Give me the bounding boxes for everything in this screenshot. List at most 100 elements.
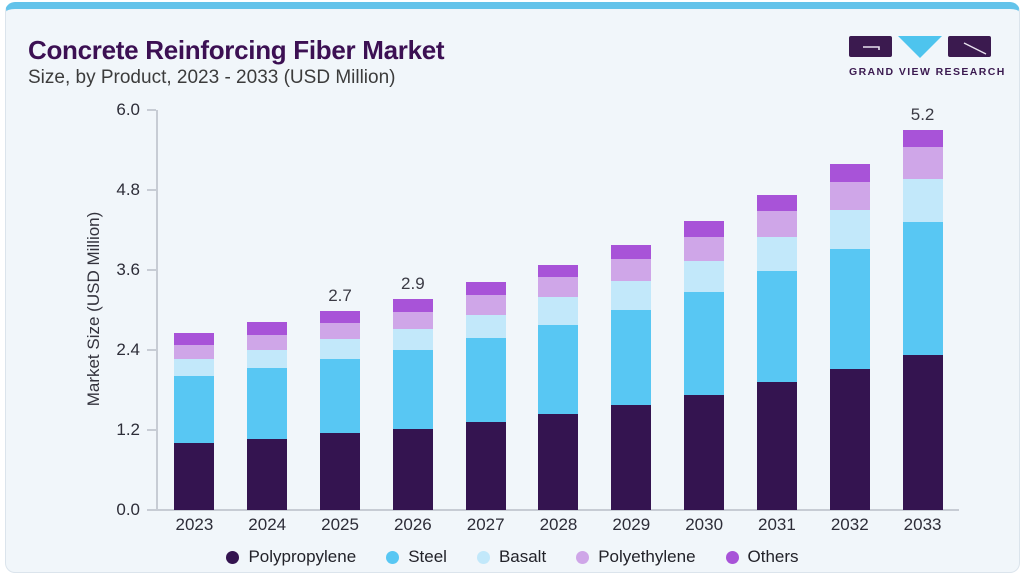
x-tick-label-2031: 2031	[758, 515, 796, 534]
stacked-bar-2031	[756, 195, 797, 510]
page-title: Concrete Reinforcing Fiber Market	[28, 35, 445, 65]
segment-polyethylene-2028	[538, 277, 579, 298]
segment-polypropylene-2028	[538, 414, 579, 510]
x-tick-label-2030: 2030	[685, 515, 724, 534]
segment-steel-2026	[392, 350, 433, 429]
bar-slot-2031	[741, 110, 814, 510]
logo-g-block-icon	[849, 36, 892, 57]
x-tick-label-2028: 2028	[539, 515, 578, 534]
segment-steel-2028	[538, 324, 579, 414]
stacked-bar-2026	[392, 298, 433, 510]
legend-item-polyethylene: Polyethylene	[576, 547, 696, 567]
segment-others-2029	[611, 244, 652, 259]
legend-item-others: Others	[725, 547, 799, 567]
y-tick-mark	[147, 269, 156, 271]
bar-slot-2028	[522, 110, 595, 510]
x-tick-label-2024: 2024	[248, 515, 287, 534]
grand-view-research-logo: GRAND VIEW RESEARCH	[849, 36, 1006, 78]
legend-dot-icon	[226, 550, 240, 564]
segment-basalt-2031	[756, 237, 797, 272]
y-tick-label: 2.4	[116, 340, 140, 359]
segment-steel-2030	[684, 292, 725, 395]
stacked-bar-2033	[902, 130, 943, 510]
bar-total-label-2033: 5.2	[910, 105, 935, 124]
stacked-bar-2030	[684, 221, 725, 510]
x-tick-label-2027: 2027	[466, 515, 505, 534]
logo-glyphs	[849, 36, 991, 59]
segment-steel-2032	[829, 248, 870, 370]
bar-slot-2025: 2.7	[304, 110, 377, 510]
segment-steel-2031	[756, 271, 797, 382]
segment-polypropylene-2025	[320, 433, 361, 510]
bar-slot-2030	[668, 110, 741, 510]
segment-polyethylene-2023	[174, 344, 215, 359]
segment-others-2026	[392, 298, 433, 312]
legend: Polypropylene Steel Basalt Polyethylene Othe…	[6, 547, 1019, 567]
y-tick-label: 0.0	[116, 500, 140, 519]
segment-steel-2033	[902, 222, 943, 355]
y-tick-mark	[147, 189, 156, 191]
segment-others-2028	[538, 264, 579, 278]
stacked-bar-2029	[611, 244, 652, 510]
report-card: Concrete Reinforcing Fiber Market Size, …	[5, 2, 1020, 573]
legend-item-basalt: Basalt	[476, 547, 547, 567]
segment-polypropylene-2031	[756, 382, 797, 510]
x-tick-label-2025: 2025	[321, 515, 359, 534]
segment-basalt-2028	[538, 297, 579, 325]
legend-label: Basalt	[498, 547, 547, 566]
bar-total-label-2026: 2.9	[401, 273, 425, 293]
x-axis-line	[156, 509, 959, 511]
logo-wordmark: GRAND VIEW RESEARCH	[849, 66, 1006, 78]
x-axis-labels: 2023 2024 2025 2026 2027 2028 2029 2030 2031 2032…	[158, 515, 959, 537]
legend-label: Steel	[408, 547, 447, 566]
segment-polyethylene-2032	[829, 182, 870, 210]
segment-steel-2025	[320, 358, 361, 434]
segment-steel-2024	[247, 368, 288, 440]
segment-polypropylene-2029	[611, 404, 652, 510]
bar-slot-2033: 5.2	[886, 105, 959, 510]
x-tick-label-2026: 2026	[393, 515, 432, 534]
logo-r-block-icon	[948, 36, 991, 57]
segment-steel-2029	[611, 310, 652, 405]
legend-item-steel: Steel	[386, 547, 447, 567]
segment-others-2030	[684, 221, 725, 237]
y-tick-mark	[147, 429, 156, 431]
segment-polyethylene-2024	[247, 335, 288, 350]
segment-polyethylene-2027	[465, 295, 506, 316]
segment-others-2032	[829, 164, 870, 182]
segment-basalt-2023	[174, 358, 215, 376]
stacked-bar-2028	[538, 264, 579, 510]
y-tick-mark	[147, 509, 156, 511]
segment-basalt-2025	[320, 338, 361, 359]
segment-polypropylene-2030	[684, 394, 725, 510]
segment-basalt-2029	[611, 281, 652, 310]
legend-dot-icon	[576, 550, 590, 564]
x-tick-label-2033: 2033	[903, 515, 942, 534]
segment-polypropylene-2023	[174, 443, 215, 510]
segment-basalt-2030	[684, 261, 725, 292]
legend-item-polypropylene: Polypropylene	[226, 547, 356, 567]
segment-basalt-2026	[392, 328, 433, 350]
legend-dot-icon	[476, 550, 490, 564]
legend-dot-icon	[725, 550, 739, 564]
segment-polypropylene-2033	[902, 354, 943, 510]
y-axis-line	[156, 110, 158, 511]
segment-polyethylene-2026	[392, 312, 433, 329]
bar-slot-2029	[595, 110, 668, 510]
stacked-bar-2024	[247, 322, 288, 510]
segment-polypropylene-2024	[247, 439, 288, 510]
segment-steel-2023	[174, 376, 215, 444]
x-tick-label-2023: 2023	[175, 515, 214, 534]
y-tick-label: 4.8	[116, 180, 140, 199]
y-tick-label: 1.2	[116, 420, 140, 439]
segment-others-2024	[247, 322, 288, 336]
x-tick-label-2029: 2029	[612, 515, 651, 534]
segment-basalt-2027	[465, 315, 506, 338]
plot-area: 0.0 1.2 2.4 3.6 4.8 6.0 2.7 2.9 5.2	[116, 100, 959, 519]
segment-basalt-2032	[829, 210, 870, 249]
segment-polyethylene-2030	[684, 236, 725, 262]
r-glyph-icon	[963, 42, 987, 55]
stacked-bar-2032	[829, 164, 870, 510]
stacked-bar-2025	[320, 310, 361, 510]
bar-total-label-2025: 2.7	[328, 285, 352, 305]
